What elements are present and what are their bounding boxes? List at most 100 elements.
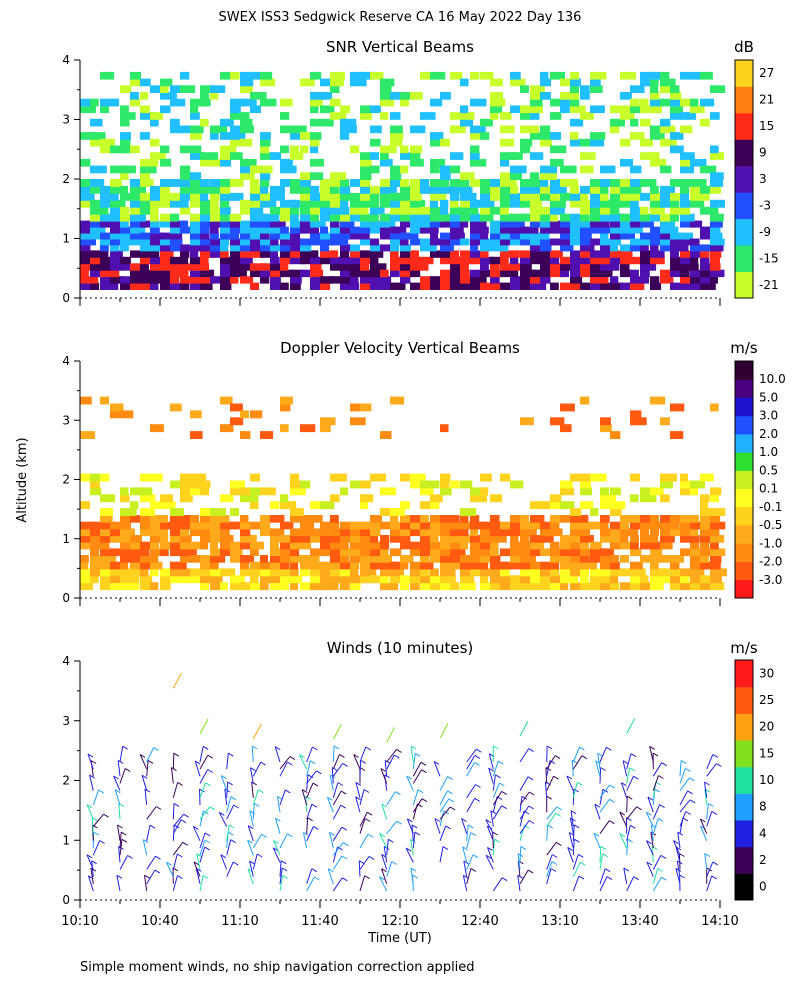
colorbar-label: -0.5 [759,518,782,532]
y-tick-label: 3 [62,113,70,127]
wind-barb-flag [396,820,402,825]
heatmap-cell [370,256,379,265]
heatmap-cell [490,561,507,570]
colorbar-segment [735,433,753,453]
heatmap-cell [110,238,122,246]
heatmap-cell [280,256,292,265]
heatmap-cell [690,179,707,187]
heatmap-cell [290,541,301,550]
wind-barb-flag [685,767,691,772]
wind-barb-flag [578,853,584,858]
heatmap-cell [560,487,575,496]
wind-barb-flag [421,769,427,774]
heatmap-cell [490,244,503,252]
heatmap-cell [360,152,375,160]
heatmap-cell [110,403,124,412]
wind-barb [279,833,288,849]
heatmap-cell [110,185,124,194]
wind-barb-flag [623,867,630,872]
wind-barb-flag [442,846,449,851]
heatmap-cell [210,561,219,570]
wind-barb-flag [227,781,233,786]
heatmap-cell [290,213,299,222]
heatmap-cell [710,521,726,530]
heatmap-cell [440,244,454,252]
heatmap-cell [630,282,645,290]
wind-barb [519,846,522,863]
heatmap-cell [560,548,574,557]
heatmap-cell [430,132,444,140]
heatmap-cell [660,244,675,252]
heatmap-cell [610,125,620,134]
heatmap-cell [190,473,207,482]
heatmap-cell [220,244,229,252]
heatmap-cell [380,192,394,201]
heatmap-cell [280,269,296,278]
colorbar-segment [735,452,753,471]
heatmap-cell [170,179,184,187]
wind-barb [386,839,389,856]
wind-barb [199,754,209,770]
heatmap-cell [450,152,464,160]
heatmap-cell [170,403,182,412]
heatmap-cell [630,568,646,577]
heatmap-cell [580,165,594,174]
wind-barb [199,810,204,827]
heatmap-cell [530,575,541,584]
heatmap-cell [190,250,199,258]
wind-barb [519,748,530,763]
heatmap-cell [450,528,463,537]
wind-barb [492,760,499,777]
heatmap-cell [690,192,702,201]
heatmap-cell [200,541,209,550]
heatmap-cell [290,528,301,537]
heatmap-cell [600,185,609,194]
heatmap-cell [200,250,216,258]
heatmap-cell [110,282,119,290]
heatmap-cell [680,480,694,489]
heatmap-cell [570,528,582,537]
heatmap-cell [570,473,583,482]
heatmap-cell [500,179,517,187]
heatmap-cell [170,528,186,537]
heatmap-cell [280,548,291,557]
heatmap-cell [540,561,554,570]
heatmap-cell [310,568,325,577]
wind-barb [517,875,521,892]
colorbar-segment [735,112,753,140]
heatmap-cell [90,276,99,284]
heatmap-cell [570,192,586,201]
wind-barb-flag [311,803,318,808]
heatmap-cell [180,85,196,93]
heatmap-cell [650,125,666,134]
wind-barb [572,875,580,892]
heatmap-cell [450,480,460,489]
heatmap-cell [110,535,125,543]
heatmap-cell [180,172,194,180]
wind-barb [412,753,416,770]
heatmap-cell [560,213,572,222]
heatmap-cell [250,473,260,482]
wind-barb-flag [494,838,500,843]
heatmap-cell [80,528,91,537]
heatmap-cell [260,568,274,577]
heatmap-cell [710,528,720,537]
wind-barb [676,860,681,877]
heatmap-cell [260,132,271,140]
heatmap-cell [160,282,173,290]
wind-barb [652,775,659,791]
heatmap-cell [590,226,605,234]
wind-barb-flag [462,846,468,851]
heatmap-cell [590,568,606,577]
heatmap-cell [580,199,590,208]
wind-barb [119,746,124,763]
heatmap-cell [430,282,443,290]
wind-barb-flag [337,846,343,851]
heatmap-cell [270,213,280,222]
wind-barb-flag [182,841,188,846]
heatmap-cell [430,494,443,503]
wind-barb [406,775,414,791]
heatmap-cell [460,206,474,215]
heatmap-cell [100,396,109,405]
wind-barb-flag [685,811,691,815]
